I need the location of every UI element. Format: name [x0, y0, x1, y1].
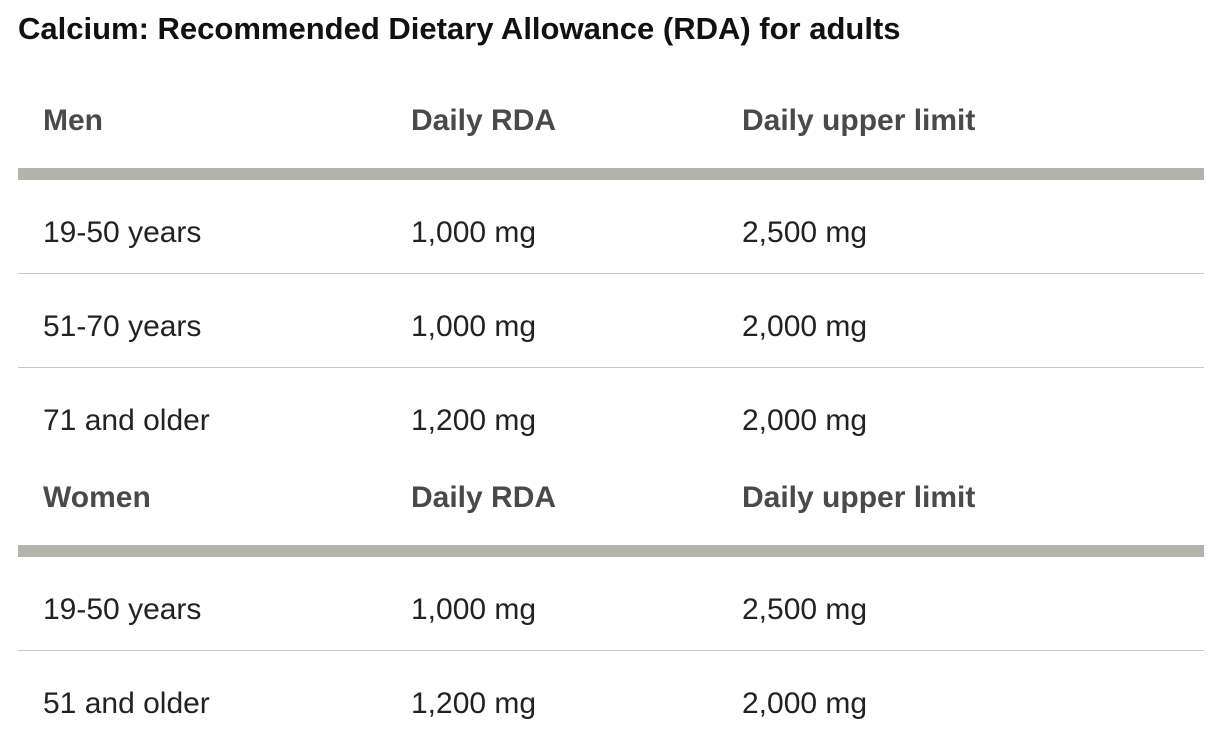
- rda-table: Men Daily RDA Daily upper limit 19-50 ye…: [18, 72, 1204, 744]
- daily-rda-cell: 1,000 mg: [411, 310, 537, 343]
- age-range-cell: 19-50 years: [43, 593, 202, 626]
- header-daily-rda: Daily RDA: [411, 481, 557, 514]
- header-daily-upper-limit: Daily upper limit: [742, 481, 976, 514]
- upper-limit-cell: 2,000 mg: [742, 404, 868, 437]
- header-group-label: Men: [43, 104, 103, 137]
- upper-limit-cell: 2,000 mg: [742, 310, 868, 343]
- header-divider: [18, 545, 1204, 557]
- age-range-cell: 19-50 years: [43, 216, 202, 249]
- header-daily-rda: Daily RDA: [411, 104, 557, 137]
- daily-rda-cell: 1,200 mg: [411, 687, 537, 720]
- daily-rda-cell: 1,000 mg: [411, 216, 537, 249]
- table-row: 19-50 years 1,000 mg 2,500 mg: [18, 180, 1204, 274]
- upper-limit-cell: 2,500 mg: [742, 593, 868, 626]
- page-title: Calcium: Recommended Dietary Allowance (…: [18, 11, 901, 46]
- table-row: 19-50 years 1,000 mg 2,500 mg: [18, 557, 1204, 651]
- table-header-row-women: Women Daily RDA Daily upper limit: [18, 461, 1204, 545]
- table-header-row-men: Men Daily RDA Daily upper limit: [18, 72, 1204, 168]
- header-daily-upper-limit: Daily upper limit: [742, 104, 976, 137]
- daily-rda-cell: 1,200 mg: [411, 404, 537, 437]
- age-range-cell: 51-70 years: [43, 310, 202, 343]
- daily-rda-cell: 1,000 mg: [411, 593, 537, 626]
- age-range-cell: 71 and older: [43, 404, 210, 437]
- upper-limit-cell: 2,000 mg: [742, 687, 868, 720]
- upper-limit-cell: 2,500 mg: [742, 216, 868, 249]
- age-range-cell: 51 and older: [43, 687, 210, 720]
- table-row: 71 and older 1,200 mg 2,000 mg: [18, 368, 1204, 461]
- header-divider: [18, 168, 1204, 180]
- table-row: 51-70 years 1,000 mg 2,000 mg: [18, 274, 1204, 368]
- header-group-label: Women: [43, 481, 151, 514]
- table-row: 51 and older 1,200 mg 2,000 mg: [18, 651, 1204, 744]
